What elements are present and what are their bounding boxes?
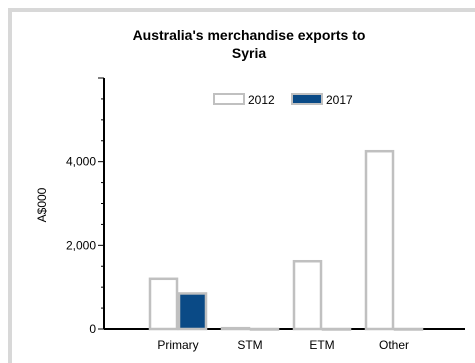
x-tick-label: Other [379,338,409,352]
bar-2012-other [364,149,395,331]
y-tick-label: 0 [89,322,96,336]
y-tick-label: 2,000 [66,238,96,252]
y-ticks: 0 2,000 4,000 [66,77,104,336]
legend-label-2012: 2012 [248,93,275,107]
y-axis-label: A$000 [35,187,49,222]
bars [148,149,424,331]
bar-2012-primary [148,277,179,331]
legend: 2012 2017 [213,93,353,107]
bar-2017-primary [177,292,208,331]
legend-label-2017: 2017 [326,93,353,107]
x-tick-label: STM [237,338,262,352]
x-tick-label: ETM [309,338,334,352]
bar-2017-etm [321,327,352,331]
chart-title-line2: Syria [232,45,266,61]
bar-2012-etm [292,259,323,331]
y-tick-label: 4,000 [66,155,96,169]
bar-2017-stm [249,327,280,331]
bar-2017-other [393,327,424,331]
legend-swatch-2017 [291,93,323,105]
frame-top-border [8,8,475,12]
legend-swatch-2012 [213,93,245,105]
x-tick-label: Primary [157,338,198,352]
frame-left-border [8,8,12,363]
x-ticks: Primary STM ETM Other [157,338,409,352]
bar-2012-stm [220,326,251,331]
chart-title-line1: Australia's merchandise exports to [133,27,366,43]
